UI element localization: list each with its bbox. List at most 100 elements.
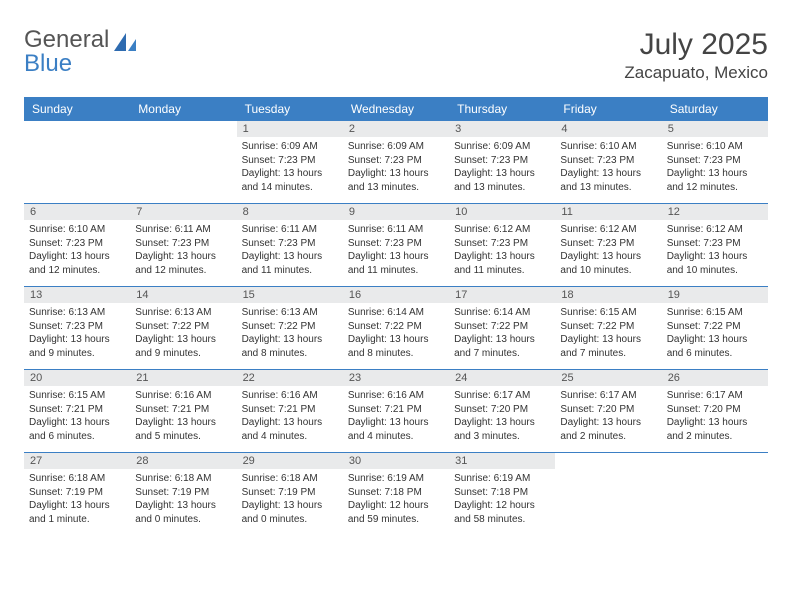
sunrise-line: Sunrise: 6:18 AM bbox=[242, 472, 338, 486]
daylight-line-2: and 5 minutes. bbox=[135, 430, 231, 444]
sunrise-line: Sunrise: 6:18 AM bbox=[135, 472, 231, 486]
daylight-line-1: Daylight: 13 hours bbox=[348, 250, 444, 264]
sunrise-line: Sunrise: 6:19 AM bbox=[454, 472, 550, 486]
calendar-day-cell: 1Sunrise: 6:09 AMSunset: 7:23 PMDaylight… bbox=[237, 121, 343, 203]
page-header: General Blue July 2025 Zacapuato, Mexico bbox=[24, 28, 768, 83]
calendar-day-cell: 10Sunrise: 6:12 AMSunset: 7:23 PMDayligh… bbox=[449, 204, 555, 286]
day-number: 19 bbox=[662, 287, 768, 303]
day-number: 8 bbox=[237, 204, 343, 220]
daylight-line-2: and 12 minutes. bbox=[29, 264, 125, 278]
daylight-line-1: Daylight: 13 hours bbox=[135, 416, 231, 430]
calendar-day-cell: 4Sunrise: 6:10 AMSunset: 7:23 PMDaylight… bbox=[555, 121, 661, 203]
daylight-line-1: Daylight: 13 hours bbox=[348, 333, 444, 347]
day-number: 6 bbox=[24, 204, 130, 220]
daylight-line-2: and 10 minutes. bbox=[667, 264, 763, 278]
daylight-line-1: Daylight: 13 hours bbox=[29, 416, 125, 430]
daylight-line-2: and 10 minutes. bbox=[560, 264, 656, 278]
daylight-line-2: and 7 minutes. bbox=[454, 347, 550, 361]
sunrise-line: Sunrise: 6:15 AM bbox=[560, 306, 656, 320]
sunrise-line: Sunrise: 6:19 AM bbox=[348, 472, 444, 486]
calendar-day-cell: 23Sunrise: 6:16 AMSunset: 7:21 PMDayligh… bbox=[343, 370, 449, 452]
sunset-line: Sunset: 7:23 PM bbox=[135, 237, 231, 251]
sunrise-line: Sunrise: 6:09 AM bbox=[348, 140, 444, 154]
daylight-line-1: Daylight: 13 hours bbox=[135, 499, 231, 513]
calendar-day-cell: 29Sunrise: 6:18 AMSunset: 7:19 PMDayligh… bbox=[237, 453, 343, 535]
day-details: Sunrise: 6:13 AMSunset: 7:22 PMDaylight:… bbox=[237, 303, 343, 365]
day-details: Sunrise: 6:18 AMSunset: 7:19 PMDaylight:… bbox=[237, 469, 343, 531]
day-details: Sunrise: 6:16 AMSunset: 7:21 PMDaylight:… bbox=[343, 386, 449, 448]
daylight-line-2: and 9 minutes. bbox=[29, 347, 125, 361]
day-number: 29 bbox=[237, 453, 343, 469]
daylight-line-1: Daylight: 13 hours bbox=[242, 499, 338, 513]
sunset-line: Sunset: 7:23 PM bbox=[454, 237, 550, 251]
day-number: 13 bbox=[24, 287, 130, 303]
day-number: 28 bbox=[130, 453, 236, 469]
calendar-grid: SundayMondayTuesdayWednesdayThursdayFrid… bbox=[24, 97, 768, 535]
daylight-line-1: Daylight: 13 hours bbox=[242, 167, 338, 181]
day-number: 22 bbox=[237, 370, 343, 386]
calendar-day-cell: 13Sunrise: 6:13 AMSunset: 7:23 PMDayligh… bbox=[24, 287, 130, 369]
calendar-week-row: 6Sunrise: 6:10 AMSunset: 7:23 PMDaylight… bbox=[24, 204, 768, 287]
sunset-line: Sunset: 7:23 PM bbox=[29, 237, 125, 251]
sunset-line: Sunset: 7:22 PM bbox=[348, 320, 444, 334]
daylight-line-1: Daylight: 13 hours bbox=[242, 250, 338, 264]
day-details: Sunrise: 6:11 AMSunset: 7:23 PMDaylight:… bbox=[343, 220, 449, 282]
day-details: Sunrise: 6:16 AMSunset: 7:21 PMDaylight:… bbox=[130, 386, 236, 448]
weekday-header-cell: Tuesday bbox=[237, 97, 343, 121]
sunrise-line: Sunrise: 6:16 AM bbox=[348, 389, 444, 403]
sunrise-line: Sunrise: 6:12 AM bbox=[454, 223, 550, 237]
calendar-day-cell: . bbox=[555, 453, 661, 535]
daylight-line-1: Daylight: 13 hours bbox=[29, 499, 125, 513]
weekday-header-cell: Wednesday bbox=[343, 97, 449, 121]
sunset-line: Sunset: 7:18 PM bbox=[454, 486, 550, 500]
calendar-day-cell: 15Sunrise: 6:13 AMSunset: 7:22 PMDayligh… bbox=[237, 287, 343, 369]
calendar-day-cell: 14Sunrise: 6:13 AMSunset: 7:22 PMDayligh… bbox=[130, 287, 236, 369]
day-number: 31 bbox=[449, 453, 555, 469]
calendar-day-cell: 24Sunrise: 6:17 AMSunset: 7:20 PMDayligh… bbox=[449, 370, 555, 452]
sunrise-line: Sunrise: 6:13 AM bbox=[242, 306, 338, 320]
day-details: Sunrise: 6:11 AMSunset: 7:23 PMDaylight:… bbox=[237, 220, 343, 282]
calendar-day-cell: 25Sunrise: 6:17 AMSunset: 7:20 PMDayligh… bbox=[555, 370, 661, 452]
daylight-line-1: Daylight: 13 hours bbox=[667, 167, 763, 181]
calendar-day-cell: 19Sunrise: 6:15 AMSunset: 7:22 PMDayligh… bbox=[662, 287, 768, 369]
daylight-line-1: Daylight: 13 hours bbox=[454, 250, 550, 264]
sunrise-line: Sunrise: 6:17 AM bbox=[454, 389, 550, 403]
sunrise-line: Sunrise: 6:10 AM bbox=[667, 140, 763, 154]
daylight-line-1: Daylight: 12 hours bbox=[454, 499, 550, 513]
day-details: Sunrise: 6:18 AMSunset: 7:19 PMDaylight:… bbox=[130, 469, 236, 531]
day-details: Sunrise: 6:12 AMSunset: 7:23 PMDaylight:… bbox=[449, 220, 555, 282]
calendar-day-cell: 28Sunrise: 6:18 AMSunset: 7:19 PMDayligh… bbox=[130, 453, 236, 535]
daylight-line-1: Daylight: 13 hours bbox=[560, 250, 656, 264]
daylight-line-2: and 11 minutes. bbox=[348, 264, 444, 278]
sunrise-line: Sunrise: 6:11 AM bbox=[135, 223, 231, 237]
daylight-line-2: and 4 minutes. bbox=[242, 430, 338, 444]
day-number: 5 bbox=[662, 121, 768, 137]
daylight-line-2: and 59 minutes. bbox=[348, 513, 444, 527]
sunrise-line: Sunrise: 6:16 AM bbox=[135, 389, 231, 403]
sunset-line: Sunset: 7:20 PM bbox=[560, 403, 656, 417]
day-details: Sunrise: 6:14 AMSunset: 7:22 PMDaylight:… bbox=[343, 303, 449, 365]
daylight-line-2: and 14 minutes. bbox=[242, 181, 338, 195]
sunset-line: Sunset: 7:23 PM bbox=[560, 237, 656, 251]
day-details: Sunrise: 6:12 AMSunset: 7:23 PMDaylight:… bbox=[662, 220, 768, 282]
daylight-line-1: Daylight: 13 hours bbox=[454, 167, 550, 181]
daylight-line-1: Daylight: 13 hours bbox=[135, 333, 231, 347]
daylight-line-1: Daylight: 13 hours bbox=[560, 167, 656, 181]
daylight-line-1: Daylight: 13 hours bbox=[29, 250, 125, 264]
sunset-line: Sunset: 7:23 PM bbox=[29, 320, 125, 334]
day-details: Sunrise: 6:18 AMSunset: 7:19 PMDaylight:… bbox=[24, 469, 130, 531]
day-number: 25 bbox=[555, 370, 661, 386]
day-details: Sunrise: 6:10 AMSunset: 7:23 PMDaylight:… bbox=[555, 137, 661, 199]
day-number: 15 bbox=[237, 287, 343, 303]
calendar-day-cell: 5Sunrise: 6:10 AMSunset: 7:23 PMDaylight… bbox=[662, 121, 768, 203]
daylight-line-1: Daylight: 13 hours bbox=[667, 416, 763, 430]
sunrise-line: Sunrise: 6:15 AM bbox=[667, 306, 763, 320]
sunset-line: Sunset: 7:22 PM bbox=[667, 320, 763, 334]
calendar-week-row: 27Sunrise: 6:18 AMSunset: 7:19 PMDayligh… bbox=[24, 453, 768, 535]
sunset-line: Sunset: 7:18 PM bbox=[348, 486, 444, 500]
sunrise-line: Sunrise: 6:09 AM bbox=[242, 140, 338, 154]
sunset-line: Sunset: 7:23 PM bbox=[242, 154, 338, 168]
day-details: Sunrise: 6:15 AMSunset: 7:22 PMDaylight:… bbox=[662, 303, 768, 365]
calendar-day-cell: 16Sunrise: 6:14 AMSunset: 7:22 PMDayligh… bbox=[343, 287, 449, 369]
month-title: July 2025 bbox=[624, 28, 768, 62]
